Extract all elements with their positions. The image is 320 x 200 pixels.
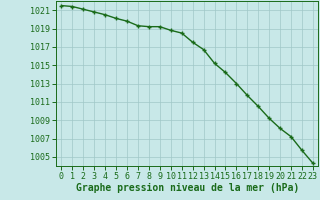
X-axis label: Graphe pression niveau de la mer (hPa): Graphe pression niveau de la mer (hPa) [76,183,299,193]
